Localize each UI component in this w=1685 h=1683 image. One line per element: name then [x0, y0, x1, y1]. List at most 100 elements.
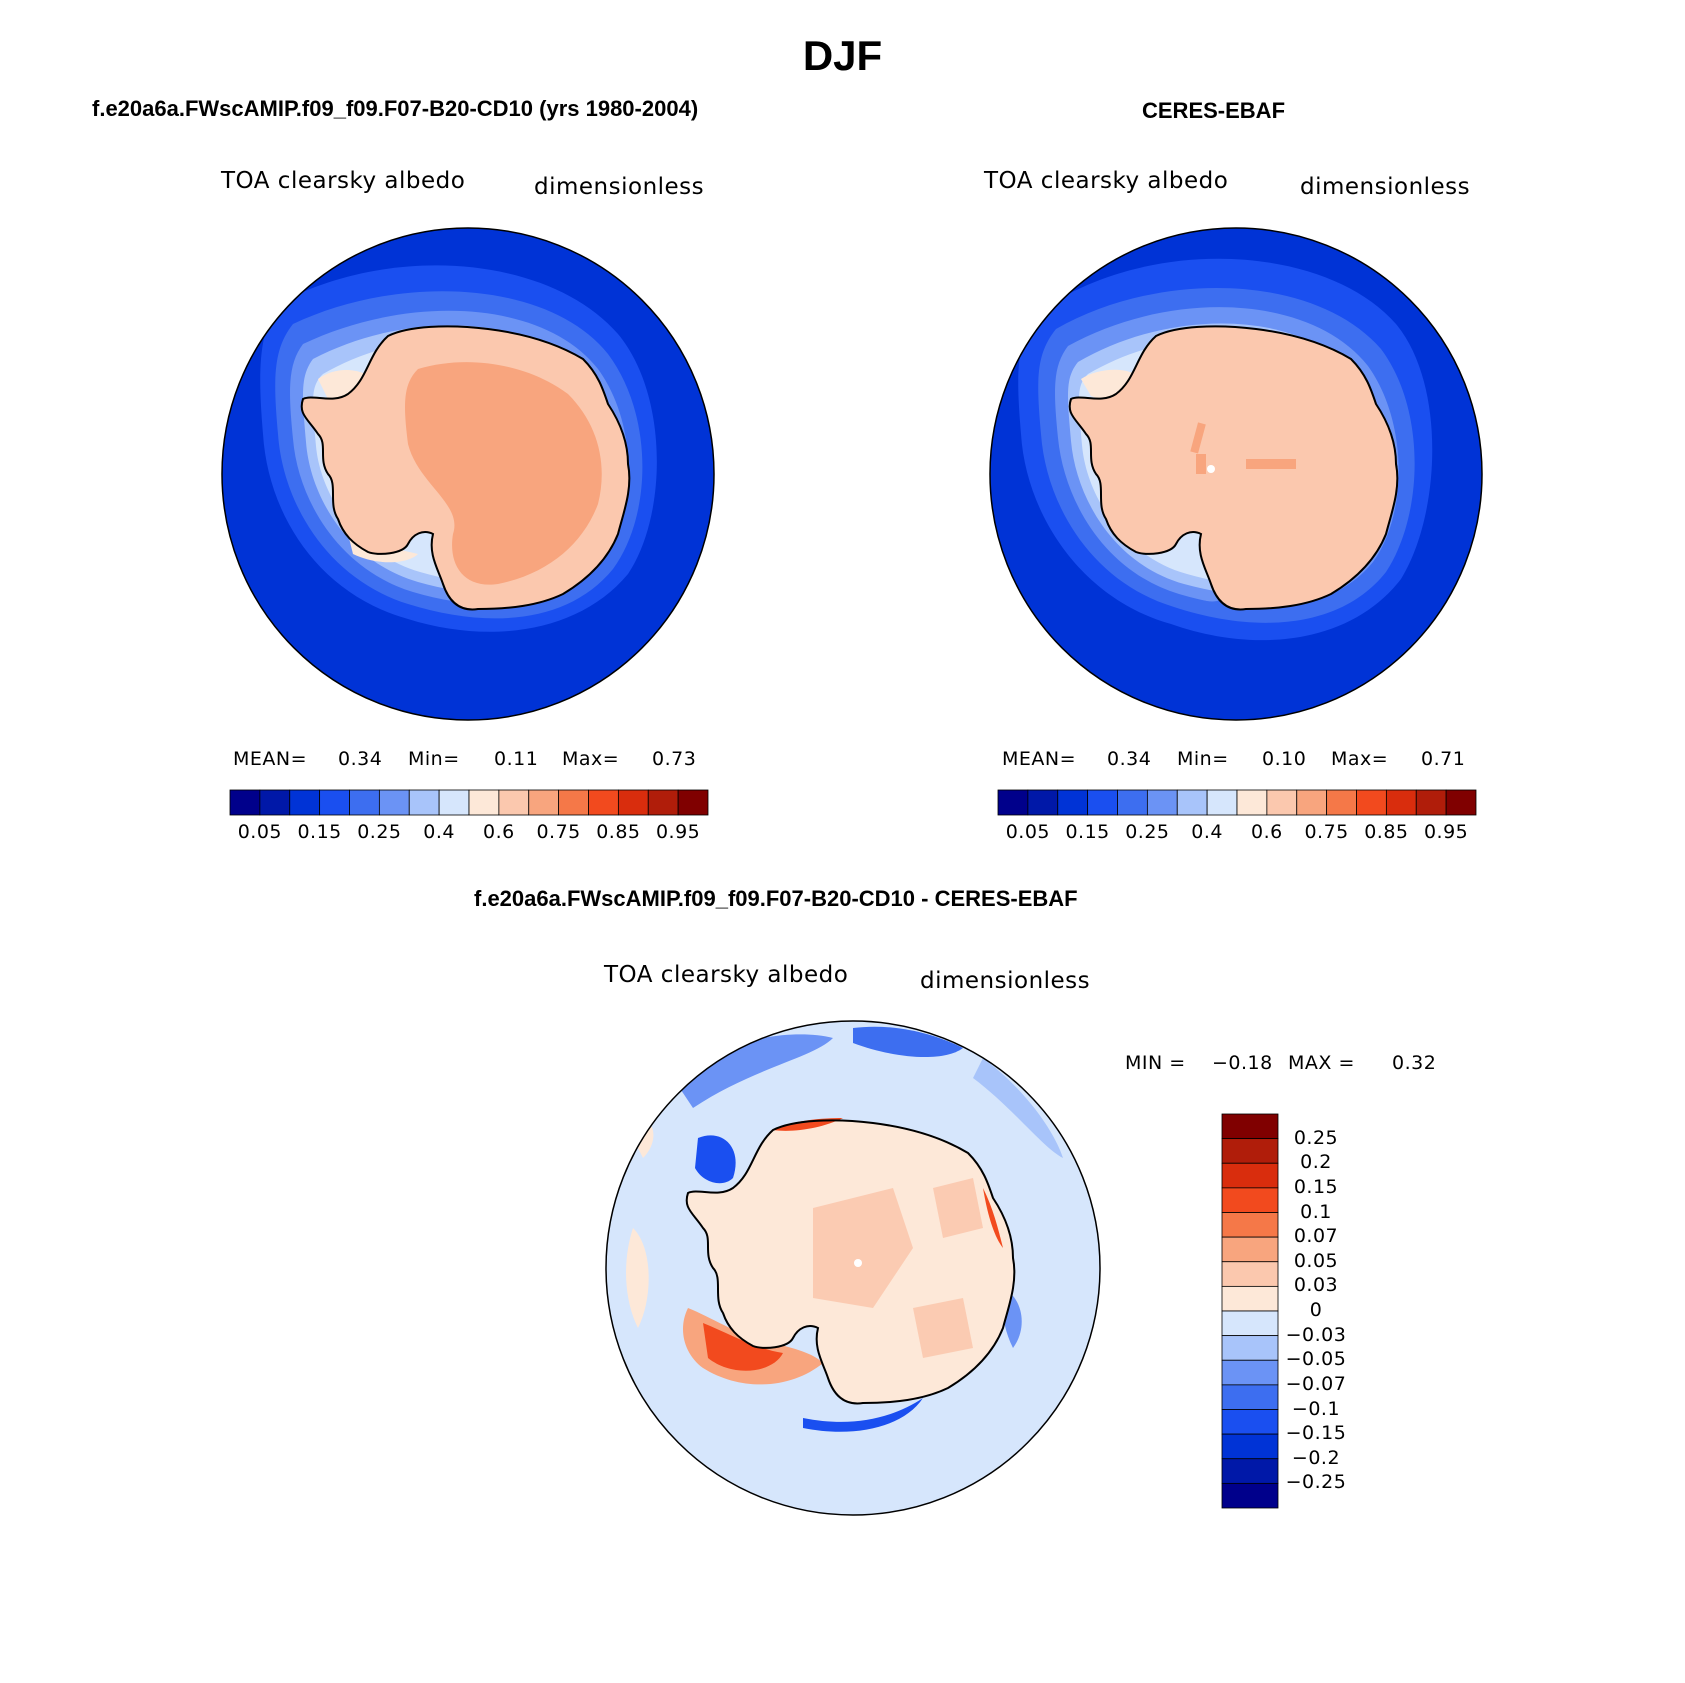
- diff-colorbar-swatch: [1221, 1335, 1279, 1361]
- panel2-units-label: dimensionless: [1300, 174, 1471, 200]
- panel1-mean-label: MEAN=: [233, 748, 308, 770]
- panel1-colorbar-tick-label: 0.95: [655, 821, 701, 843]
- panel1-title: f.e20a6a.FWscAMIP.f09_f09.F07-B20-CD10 (…: [92, 96, 699, 121]
- diff-colorbar-tick-label: −0.1: [1291, 1397, 1341, 1420]
- diff-max-label: MAX =: [1288, 1052, 1355, 1074]
- diff-colorbar-tick-label: −0.03: [1285, 1323, 1347, 1346]
- diff-colorbar-swatch: [1221, 1409, 1279, 1435]
- panel2-colorbar-swatch: [1356, 789, 1387, 816]
- panel1-colorbar-tick-label: 0.05: [237, 821, 283, 843]
- panel2-colorbar-swatch: [1117, 789, 1148, 816]
- panel2-variable-label: TOA clearsky albedo: [984, 168, 1229, 194]
- panel2-max-label: Max=: [1331, 748, 1389, 770]
- panel1-colorbar-swatch: [617, 789, 649, 816]
- panel1-colorbar-tick-label: 0.75: [536, 821, 581, 843]
- diff-min-value: −0.18: [1212, 1052, 1273, 1074]
- diff-colorbar: [1221, 1113, 1279, 1509]
- diff-colorbar-swatch: [1221, 1285, 1279, 1312]
- diff-colorbar-tick-label: 0: [1309, 1299, 1323, 1321]
- panel2-colorbar-tick-label: 0.05: [1005, 821, 1051, 843]
- panel2-colorbar-swatch: [1415, 789, 1447, 816]
- panel1-colorbar-swatch: [498, 789, 530, 816]
- panel1-colorbar-swatch: [677, 789, 709, 816]
- panel1-variable-label: TOA clearsky albedo: [221, 168, 466, 194]
- diff-colorbar-tick-label: 0.05: [1293, 1249, 1339, 1272]
- diff-colorbar-tick-label: 0.15: [1293, 1175, 1339, 1198]
- panel1-units-label: dimensionless: [534, 174, 705, 200]
- diff-colorbar-tick-label: 0.25: [1293, 1126, 1339, 1149]
- panel1-min-label: Min=: [408, 748, 460, 770]
- diff-colorbar-tick-label: −0.05: [1285, 1348, 1347, 1371]
- panel2-colorbar-swatch: [1445, 789, 1477, 816]
- panel1-colorbar-swatch: [289, 789, 321, 816]
- panel2-colorbar-swatch: [1385, 789, 1417, 816]
- panel1-colorbar-swatch: [528, 789, 560, 816]
- panel2-colorbar-swatch: [1296, 789, 1328, 816]
- panel2-colorbar-swatch: [1206, 789, 1238, 816]
- panel1-colorbar-swatch: [378, 789, 410, 816]
- panel2-colorbar-tick-label: 0.25: [1125, 821, 1170, 843]
- panel2-colorbar-swatch: [1266, 789, 1298, 816]
- diff-colorbar-swatch: [1221, 1433, 1279, 1460]
- panel1-colorbar-swatch: [319, 789, 350, 816]
- panel2-colorbar-swatch: [1057, 789, 1089, 816]
- panel2-colorbar-tick-label: 0.75: [1304, 821, 1349, 843]
- panel2-colorbar-tick-label: 0.85: [1364, 821, 1409, 843]
- panel1-colorbar-tick-label: 0.4: [423, 821, 455, 843]
- panel2-colorbar-tick-label: 0.15: [1065, 821, 1110, 843]
- panel2-colorbar-swatch: [1027, 789, 1059, 816]
- panel2-colorbar-swatch: [1087, 789, 1118, 816]
- panel2-colorbar-tick-label: 0.95: [1423, 821, 1469, 843]
- panel2-min-value: 0.10: [1262, 748, 1307, 770]
- diff-colorbar-swatch: [1221, 1482, 1279, 1509]
- panel1-colorbar-swatch: [558, 789, 589, 816]
- panel1-max-value: 0.73: [652, 748, 697, 770]
- diff-variable-label: TOA clearsky albedo: [604, 962, 849, 988]
- diff-map: [606, 1021, 1100, 1515]
- diff-colorbar-tick-label: −0.2: [1291, 1446, 1341, 1469]
- panel2-colorbar-swatch: [997, 789, 1029, 816]
- diff-units-label: dimensionless: [920, 968, 1091, 994]
- panel1-colorbar-swatch: [259, 789, 291, 816]
- panel1-colorbar-swatch: [468, 789, 500, 816]
- panel1-colorbar-swatch: [229, 789, 261, 816]
- panel2-max-value: 0.71: [1421, 748, 1466, 770]
- diff-colorbar-swatch: [1221, 1384, 1279, 1410]
- diff-colorbar-tick-label: −0.25: [1285, 1471, 1347, 1494]
- panel2-map: [990, 228, 1482, 720]
- diff-map-border: [605, 1020, 1101, 1516]
- diff-colorbar-swatch: [1221, 1310, 1279, 1337]
- diff-colorbar-swatch: [1221, 1162, 1279, 1189]
- panel1-colorbar-swatch: [408, 789, 440, 816]
- panel1-colorbar: [229, 789, 709, 816]
- panel2-mean-value: 0.34: [1107, 748, 1152, 770]
- diff-colorbar-swatch: [1221, 1212, 1279, 1238]
- figure-title: DJF: [802, 32, 883, 79]
- panel1-colorbar-swatch: [647, 789, 679, 816]
- panel1-colorbar-swatch: [588, 789, 619, 816]
- panel2-colorbar-swatch: [1176, 789, 1208, 816]
- diff-colorbar-swatch: [1221, 1359, 1279, 1386]
- diff-min-label: MIN =: [1125, 1052, 1186, 1074]
- diff-title: f.e20a6a.FWscAMIP.f09_f09.F07-B20-CD10 -…: [474, 886, 1078, 911]
- panel1-colorbar-tick-label: 0.15: [297, 821, 342, 843]
- panel1-colorbar-swatch: [438, 789, 470, 816]
- panel2-mean-label: MEAN=: [1002, 748, 1077, 770]
- diff-colorbar-tick-label: 0.03: [1293, 1274, 1339, 1297]
- diff-colorbar-swatch: [1221, 1236, 1279, 1263]
- panel1-min-value: 0.11: [494, 748, 539, 770]
- diff-colorbar-tick-label: 0.2: [1300, 1151, 1332, 1174]
- panel2-colorbar: [997, 789, 1477, 816]
- panel2-colorbar-tick-label: 0.4: [1191, 821, 1223, 843]
- diff-colorbar-swatch: [1221, 1458, 1279, 1484]
- panel1-colorbar-swatch: [349, 789, 380, 816]
- diff-colorbar-swatch: [1221, 1261, 1279, 1287]
- diff-colorbar-swatch: [1221, 1113, 1279, 1140]
- diff-colorbar-tick-label: −0.07: [1285, 1372, 1347, 1395]
- diff-max-value: 0.32: [1392, 1052, 1437, 1074]
- panel1-colorbar-tick-label: 0.6: [483, 821, 515, 843]
- panel2-colorbar-swatch: [1236, 789, 1268, 816]
- panel2-min-label: Min=: [1177, 748, 1229, 770]
- panel2-colorbar-swatch: [1146, 789, 1178, 816]
- panel1-max-label: Max=: [562, 748, 620, 770]
